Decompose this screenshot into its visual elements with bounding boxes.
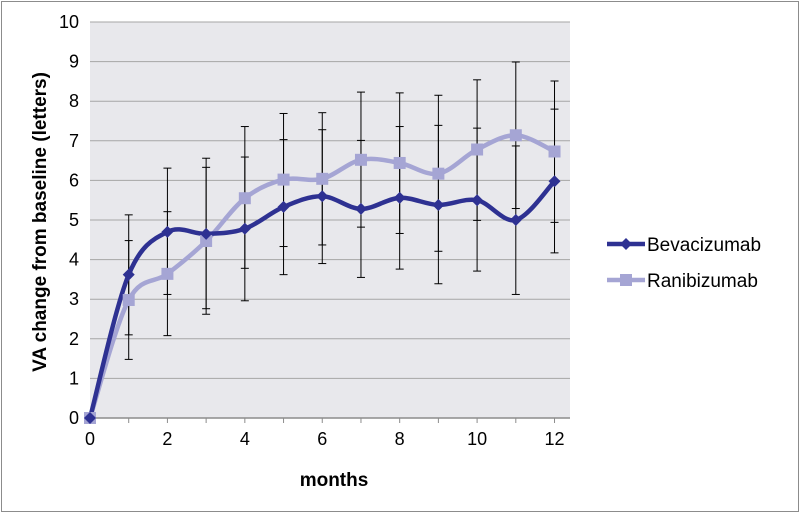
data-point-bevacizumab: [393, 191, 406, 204]
x-tick-label: 0: [85, 429, 95, 449]
data-point-ranibizumab: [471, 143, 484, 156]
y-axis-title: VA change from baseline (letters): [30, 72, 51, 372]
legend-marker: [620, 238, 632, 250]
data-point-bevacizumab: [471, 194, 484, 207]
y-tick-label: 8: [69, 91, 79, 111]
data-point-bevacizumab: [509, 214, 522, 226]
legend-label: Ranibizumab: [647, 271, 758, 292]
data-point-ranibizumab: [548, 145, 561, 158]
data-point-bevacizumab: [84, 412, 96, 424]
data-point-ranibizumab: [238, 192, 251, 205]
x-axis-tick-labels: 0 2 4 6 8 10 12: [85, 429, 565, 449]
gridlines: [90, 21, 570, 379]
y-tick-label: 6: [69, 170, 79, 190]
legend-marker: [620, 274, 632, 286]
data-point-ranibizumab: [161, 267, 174, 280]
data-point-ranibizumab: [509, 129, 522, 142]
data-point-bevacizumab: [238, 222, 251, 235]
data-point-ranibizumab: [200, 234, 213, 247]
series-markers: [84, 129, 561, 424]
x-tick-label: 4: [240, 429, 250, 449]
y-tick-label: 2: [69, 329, 79, 349]
y-tick-label: 0: [69, 408, 79, 428]
y-tick-label: 7: [69, 131, 79, 151]
x-axis-tick-marks: [89, 418, 556, 423]
data-point-bevacizumab: [200, 227, 213, 240]
y-tick-label: 10: [59, 12, 79, 32]
data-point-bevacizumab: [354, 202, 367, 215]
data-point-bevacizumab: [316, 190, 329, 203]
data-point-ranibizumab: [354, 153, 367, 166]
data-point-bevacizumab: [548, 175, 561, 188]
x-tick-label: 10: [467, 429, 487, 449]
data-point-ranibizumab: [122, 293, 135, 306]
data-point-ranibizumab: [432, 167, 445, 180]
x-tick-label: 2: [162, 429, 172, 449]
x-axis-title: months: [300, 470, 369, 491]
data-point-ranibizumab: [393, 156, 406, 169]
data-point-bevacizumab: [432, 198, 445, 211]
data-point-ranibizumab: [277, 173, 290, 186]
data-point-ranibizumab: [316, 172, 329, 185]
y-tick-label: 1: [69, 368, 79, 388]
y-tick-label: 9: [69, 52, 79, 72]
y-tick-label: 5: [69, 210, 79, 230]
y-axis-tick-labels: 0 1 2 3 4 5 6 7 8 9 10: [59, 12, 79, 428]
data-point-bevacizumab: [161, 225, 174, 238]
data-point-bevacizumab: [122, 268, 135, 281]
x-tick-label: 12: [545, 429, 565, 449]
legend: Bevacizumab Ranibizumab: [607, 235, 761, 292]
x-tick-label: 6: [317, 429, 327, 449]
data-point-bevacizumab: [277, 200, 290, 213]
x-tick-label: 8: [395, 429, 405, 449]
legend-label: Bevacizumab: [647, 235, 761, 256]
y-tick-label: 4: [69, 250, 79, 270]
y-tick-label: 3: [69, 289, 79, 309]
